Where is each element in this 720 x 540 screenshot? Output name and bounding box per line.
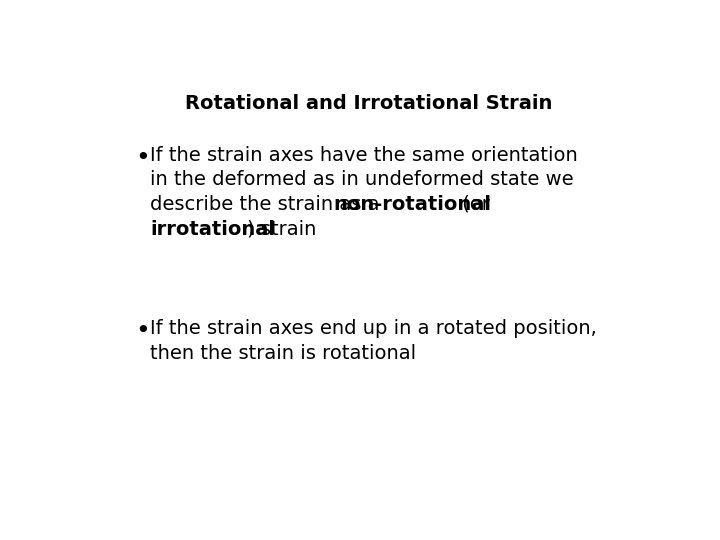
Text: ) strain: ) strain [248,220,317,239]
Text: in the deformed as in undeformed state we: in the deformed as in undeformed state w… [150,170,574,190]
Text: If the strain axes end up in a rotated position,: If the strain axes end up in a rotated p… [150,319,597,338]
Text: non-rotational: non-rotational [333,195,491,214]
Text: then the strain is rotational: then the strain is rotational [150,343,417,362]
Text: (or: (or [456,195,490,214]
Text: •: • [135,319,150,343]
Text: •: • [135,146,150,170]
Text: irrotational: irrotational [150,220,276,239]
Text: If the strain axes have the same orientation: If the strain axes have the same orienta… [150,146,578,165]
Text: Rotational and Irrotational Strain: Rotational and Irrotational Strain [185,94,553,113]
Text: describe the strain as a: describe the strain as a [150,195,386,214]
